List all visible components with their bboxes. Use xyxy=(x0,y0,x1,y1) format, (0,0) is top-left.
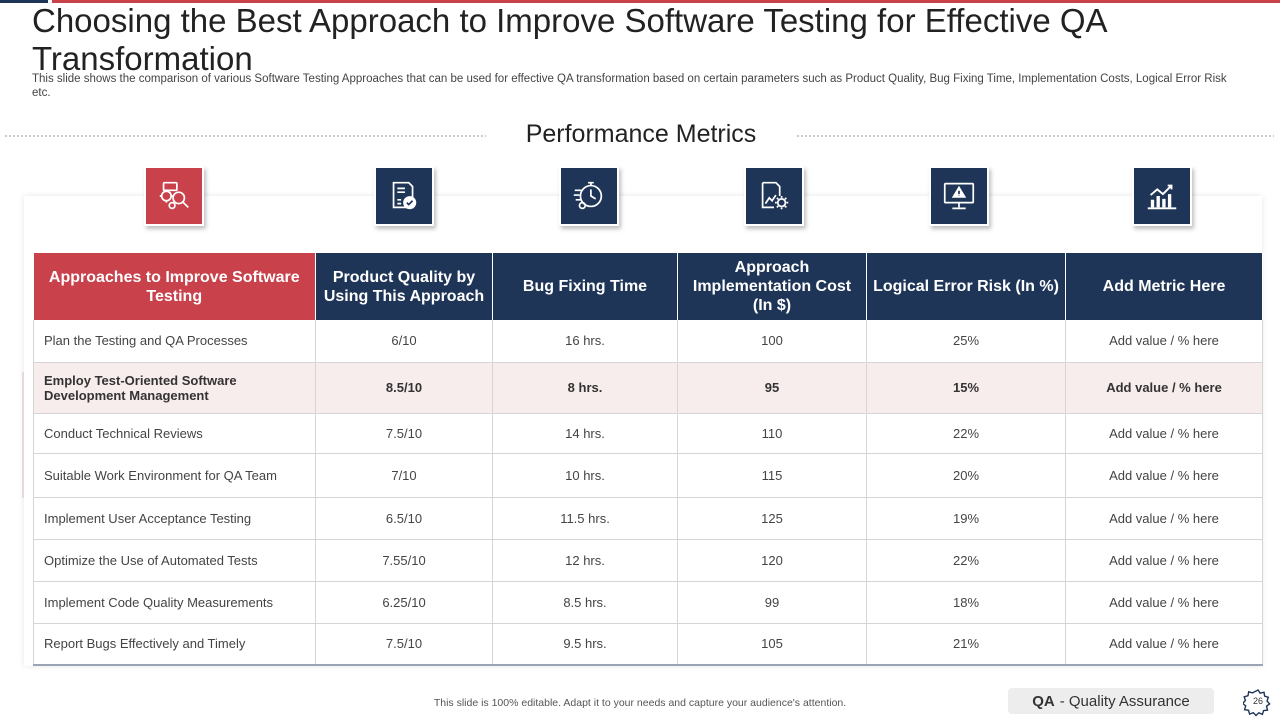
table-cell: 11.5 hrs. xyxy=(492,497,678,540)
table-cell: Implement Code Quality Measurements xyxy=(33,581,316,624)
table-row: Implement Code Quality Measurements 6.25… xyxy=(33,581,1263,624)
table-cell: Add value / % here xyxy=(1065,497,1263,540)
bar-chart-icon xyxy=(1132,166,1192,226)
table-cell: 125 xyxy=(677,497,867,540)
section-heading: Performance Metrics xyxy=(525,120,757,148)
table-cell: Implement User Acceptance Testing xyxy=(33,497,316,540)
table-cell: 16 hrs. xyxy=(492,320,678,363)
table-cell: Optimize the Use of Automated Tests xyxy=(33,539,316,582)
page-number: 26 xyxy=(1252,696,1263,706)
qa-label-text: - Quality Assurance xyxy=(1059,692,1190,710)
table-cell: 8.5 hrs. xyxy=(492,581,678,624)
table-cell: Add value / % here xyxy=(1065,362,1263,414)
slide-subtitle: This slide shows the comparison of vario… xyxy=(32,73,1227,99)
table-row: Optimize the Use of Automated Tests 7.55… xyxy=(33,539,1263,582)
table-cell: 20% xyxy=(866,453,1066,498)
table-cell: Plan the Testing and QA Processes xyxy=(33,320,316,363)
qa-label-pill: QA - Quality Assurance xyxy=(1008,688,1214,714)
table-cell: Add value / % here xyxy=(1065,623,1263,666)
monitor-warning-icon xyxy=(929,166,989,226)
column-header: Approach Implementation Cost (In $) xyxy=(677,253,867,320)
table-cell: 7.5/10 xyxy=(315,623,493,666)
footer-note: This slide is 100% editable. Adapt it to… xyxy=(433,697,847,709)
quality-badge-icon xyxy=(374,166,434,226)
cost-chart-gear-icon xyxy=(744,166,804,226)
top-accent-bar-red xyxy=(52,0,1280,3)
table-row: Report Bugs Effectively and Timely 7.5/1… xyxy=(33,623,1263,666)
table-cell: Add value / % here xyxy=(1065,320,1263,363)
table-cell: 6.25/10 xyxy=(315,581,493,624)
table-cell: Add value / % here xyxy=(1065,453,1263,498)
table-cell: Conduct Technical Reviews xyxy=(33,413,316,454)
table-row-highlighted: Employ Test-Oriented Software Developmen… xyxy=(33,362,1263,414)
gear-icon xyxy=(1243,689,1271,717)
dotted-divider-right xyxy=(796,134,1274,138)
table-cell: 115 xyxy=(677,453,867,498)
table-cell: Report Bugs Effectively and Timely xyxy=(33,623,316,666)
table-row: Plan the Testing and QA Processes 6/10 1… xyxy=(33,320,1263,363)
table-cell: 120 xyxy=(677,539,867,582)
table-cell: Employ Test-Oriented Software Developmen… xyxy=(33,362,316,414)
table-cell: 22% xyxy=(866,539,1066,582)
table-cell: 7.55/10 xyxy=(315,539,493,582)
column-header: Add Metric Here xyxy=(1065,253,1263,320)
table-header-row: Approaches to Improve Software Testing P… xyxy=(33,253,1263,320)
table-cell: 7/10 xyxy=(315,453,493,498)
table-row: Suitable Work Environment for QA Team 7/… xyxy=(33,453,1263,498)
table-cell: 105 xyxy=(677,623,867,666)
table-row: Implement User Acceptance Testing 6.5/10… xyxy=(33,497,1263,540)
table-cell: 100 xyxy=(677,320,867,363)
table-cell: 6/10 xyxy=(315,320,493,363)
table-cell: Suitable Work Environment for QA Team xyxy=(33,453,316,498)
slide-title: Choosing the Best Approach to Improve So… xyxy=(32,2,1106,77)
section-heading-row: Performance Metrics xyxy=(0,120,1280,150)
column-header: Approaches to Improve Software Testing xyxy=(33,253,316,320)
table-cell: 9.5 hrs. xyxy=(492,623,678,666)
table-cell: 18% xyxy=(866,581,1066,624)
table-row: Conduct Technical Reviews 7.5/10 14 hrs.… xyxy=(33,413,1263,454)
table-cell: 8 hrs. xyxy=(492,362,678,414)
stopwatch-gear-icon xyxy=(559,166,619,226)
table-cell: 19% xyxy=(866,497,1066,540)
top-accent-bar-navy xyxy=(0,0,48,3)
table-cell: Add value / % here xyxy=(1065,581,1263,624)
qa-abbreviation: QA xyxy=(1032,692,1055,710)
table-cell: 10 hrs. xyxy=(492,453,678,498)
column-header: Product Quality by Using This Approach xyxy=(315,253,493,320)
table-cell: 22% xyxy=(866,413,1066,454)
table-cell: 25% xyxy=(866,320,1066,363)
table-cell: 95 xyxy=(677,362,867,414)
comparison-table: Approaches to Improve Software Testing P… xyxy=(33,253,1263,666)
column-header: Logical Error Risk (In %) xyxy=(866,253,1066,320)
bug-search-icon xyxy=(144,166,204,226)
table-cell: 110 xyxy=(677,413,867,454)
table-cell: Add value / % here xyxy=(1065,539,1263,582)
table-cell: 8.5/10 xyxy=(315,362,493,414)
column-header: Bug Fixing Time xyxy=(492,253,678,320)
table-cell: 99 xyxy=(677,581,867,624)
side-accent-line xyxy=(22,372,24,498)
table-cell: 6.5/10 xyxy=(315,497,493,540)
table-cell: 15% xyxy=(866,362,1066,414)
table-cell: 21% xyxy=(866,623,1066,666)
table-cell: 14 hrs. xyxy=(492,413,678,454)
table-cell: 12 hrs. xyxy=(492,539,678,582)
table-cell: 7.5/10 xyxy=(315,413,493,454)
table-cell: Add value / % here xyxy=(1065,413,1263,454)
dotted-divider-left xyxy=(4,134,486,138)
